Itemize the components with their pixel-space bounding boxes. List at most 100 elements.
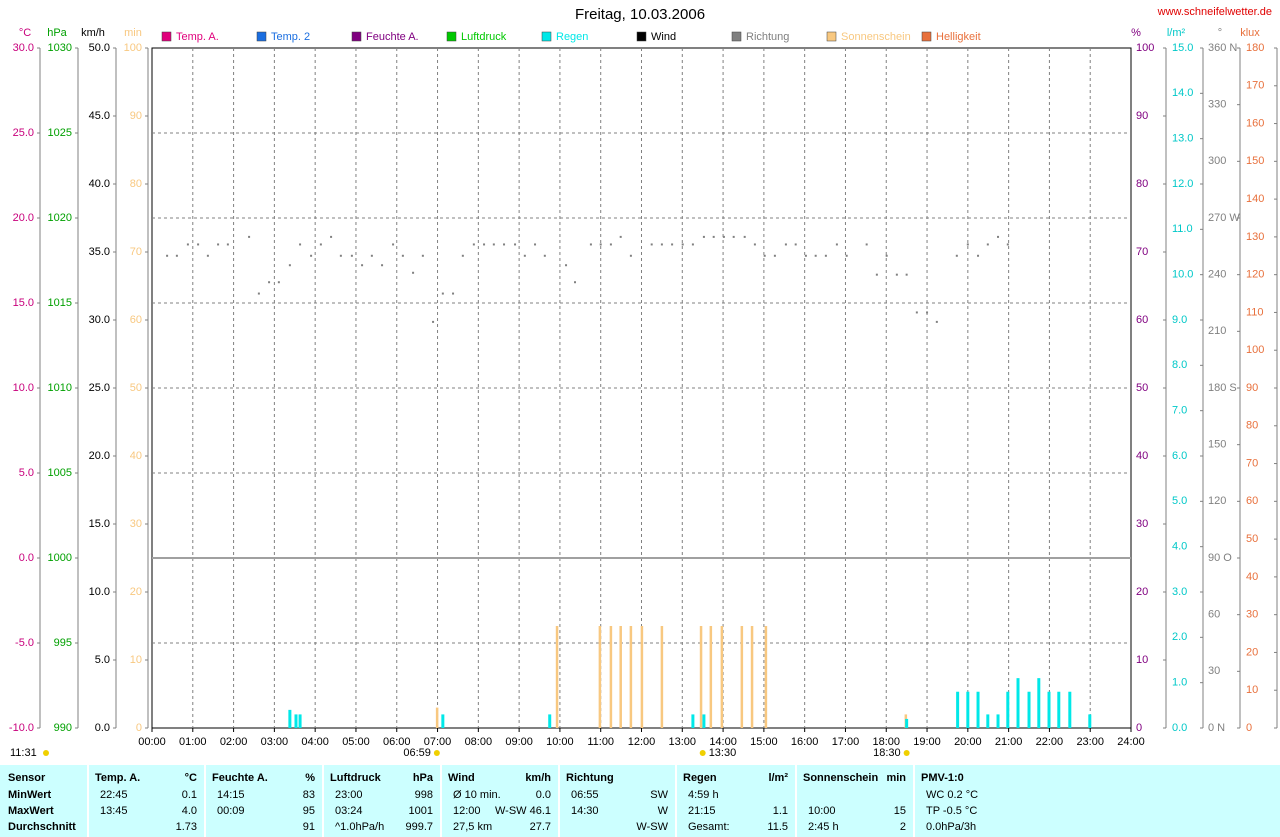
direction-dot bbox=[915, 311, 918, 314]
direction-dot bbox=[702, 235, 705, 238]
table-row-label: MinWert bbox=[8, 789, 52, 801]
legend-swatch bbox=[826, 31, 837, 42]
y-tick-label: 40 bbox=[1136, 450, 1148, 462]
direction-dot bbox=[966, 243, 969, 246]
direction-dot bbox=[722, 235, 725, 238]
y-tick-label: 25.0 bbox=[89, 382, 110, 394]
x-tick-label: 10:00 bbox=[546, 736, 574, 748]
axis-unit: hPa bbox=[47, 27, 67, 39]
table-unit: km/h bbox=[525, 772, 551, 784]
sunshine-bar bbox=[598, 626, 602, 728]
direction-dot bbox=[599, 243, 602, 246]
direction-dot bbox=[186, 243, 189, 246]
table-cell: 1.73 bbox=[176, 821, 197, 833]
y-tick-label: 30.0 bbox=[13, 42, 34, 54]
rain-bar bbox=[1037, 678, 1041, 728]
sunshine-bar bbox=[619, 626, 622, 728]
axis-unit: % bbox=[1131, 27, 1141, 39]
table-header: Sonnenschein bbox=[803, 772, 878, 784]
direction-dot bbox=[217, 243, 220, 246]
sunshine-bar bbox=[609, 626, 613, 728]
y-tick-label: 50.0 bbox=[89, 42, 110, 54]
axis-unit: l/m² bbox=[1167, 27, 1186, 39]
y-tick-label: -5.0 bbox=[15, 637, 34, 649]
direction-dot bbox=[257, 292, 260, 295]
direction-dot bbox=[814, 254, 817, 257]
sun-time: 06:59 bbox=[403, 747, 431, 759]
table-cell: 00:09 bbox=[217, 805, 245, 817]
day-length: 11:31 bbox=[10, 747, 37, 759]
legend-swatch bbox=[921, 31, 932, 42]
sunshine-bar bbox=[640, 626, 644, 728]
table-cell: 95 bbox=[303, 805, 315, 817]
y-tick-label: 20 bbox=[1136, 586, 1148, 598]
rain-bar bbox=[702, 714, 706, 728]
table-cell: SW bbox=[650, 789, 668, 801]
y-tick-label: 360 N bbox=[1208, 42, 1237, 54]
direction-dot bbox=[905, 273, 908, 276]
rain-bar bbox=[1068, 691, 1072, 728]
x-tick-label: 12:00 bbox=[628, 736, 656, 748]
direction-dot bbox=[350, 254, 353, 257]
y-tick-label: 10 bbox=[1246, 684, 1258, 696]
table-header: Feuchte A. bbox=[212, 772, 268, 784]
direction-dot bbox=[574, 281, 577, 284]
direction-dot bbox=[412, 271, 415, 274]
y-tick-label: 80 bbox=[130, 178, 142, 190]
y-tick-label: -10.0 bbox=[9, 722, 34, 734]
legend-label: Sonnenschein bbox=[841, 31, 911, 43]
direction-dot bbox=[691, 243, 694, 246]
table-header: PMV-1:0 bbox=[921, 772, 964, 784]
direction-dot bbox=[895, 273, 898, 276]
y-tick-label: 40 bbox=[130, 450, 142, 462]
table-header: Sensor bbox=[8, 772, 46, 784]
direction-dot bbox=[432, 320, 435, 323]
y-tick-label: 100 bbox=[1246, 344, 1264, 356]
x-tick-label: 06:00 bbox=[383, 736, 411, 748]
sun-marker bbox=[433, 750, 440, 756]
y-tick-label: 6.0 bbox=[1172, 450, 1187, 462]
direction-dot bbox=[277, 281, 280, 284]
y-tick-label: 40.0 bbox=[89, 178, 110, 190]
y-tick-label: 7.0 bbox=[1172, 405, 1187, 417]
direction-dot bbox=[955, 254, 958, 257]
rain-bar bbox=[996, 714, 1000, 728]
legend-label: Luftdruck bbox=[461, 31, 507, 43]
sunshine-bar bbox=[740, 626, 744, 728]
rain-bar bbox=[441, 714, 445, 728]
table-cell: ^1.0hPa/h bbox=[335, 821, 384, 833]
y-tick-label: 180 S bbox=[1208, 382, 1237, 394]
x-tick-label: 03:00 bbox=[261, 736, 289, 748]
y-tick-label: 100 bbox=[1136, 42, 1154, 54]
direction-dot bbox=[660, 243, 663, 246]
table-unit: l/m² bbox=[768, 772, 788, 784]
x-tick-label: 05:00 bbox=[342, 736, 370, 748]
y-tick-label: 1020 bbox=[48, 212, 72, 224]
legend-label: Feuchte A. bbox=[366, 31, 419, 43]
table-header: Luftdruck bbox=[330, 772, 382, 784]
y-tick-label: 40 bbox=[1246, 571, 1258, 583]
y-tick-label: 9.0 bbox=[1172, 314, 1187, 326]
table-unit: min bbox=[886, 772, 906, 784]
table-cell: 13:45 bbox=[100, 805, 128, 817]
direction-dot bbox=[503, 243, 506, 246]
table-row-label: Durchschnitt bbox=[8, 821, 76, 833]
direction-dot bbox=[609, 243, 612, 246]
rain-bar bbox=[905, 718, 909, 728]
direction-dot bbox=[381, 264, 384, 267]
x-tick-label: 07:00 bbox=[424, 736, 452, 748]
direction-dot bbox=[441, 292, 444, 295]
direction-dot bbox=[401, 254, 404, 257]
table-cell: 27,5 km bbox=[453, 821, 492, 833]
x-tick-label: 17:00 bbox=[832, 736, 860, 748]
direction-dot bbox=[330, 235, 333, 238]
direction-dot bbox=[926, 311, 929, 314]
y-tick-label: 30 bbox=[1136, 518, 1148, 530]
table-cell: W-SW bbox=[636, 821, 668, 833]
rain-bar bbox=[298, 714, 302, 728]
sunshine-bar bbox=[720, 626, 724, 728]
direction-dot bbox=[935, 320, 938, 323]
axis-unit: klux bbox=[1240, 27, 1260, 39]
y-tick-label: 1015 bbox=[48, 297, 72, 309]
x-tick-label: 16:00 bbox=[791, 736, 819, 748]
